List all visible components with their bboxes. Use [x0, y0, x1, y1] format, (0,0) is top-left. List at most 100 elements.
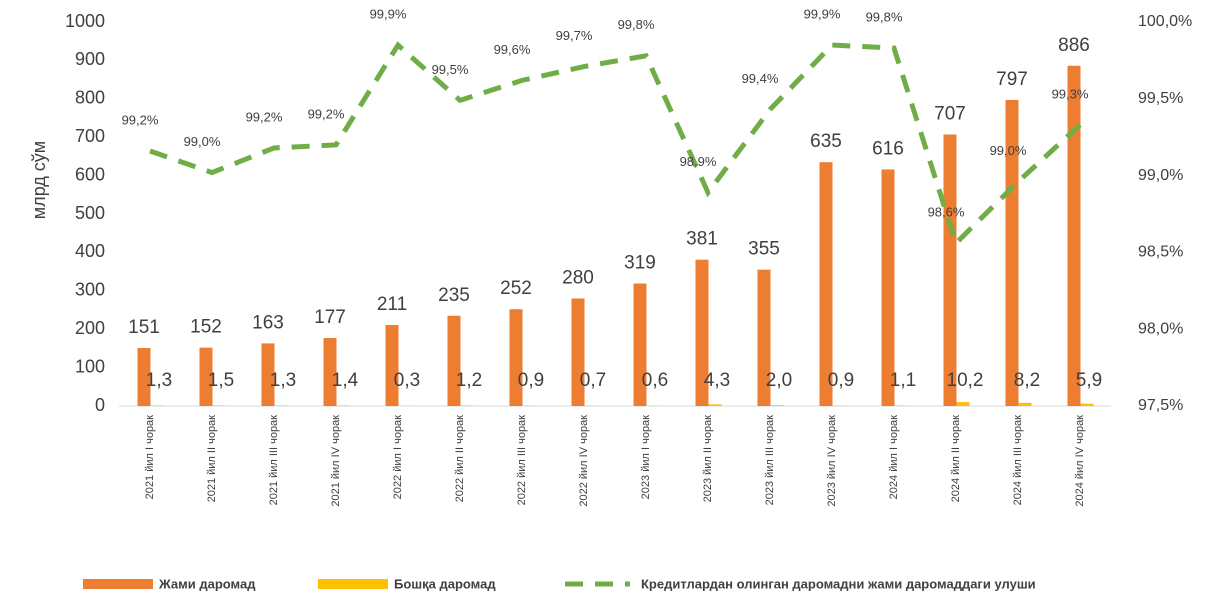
x-tick-label: 2023 йил III чорак: [764, 415, 776, 506]
data-label: 99,7%: [556, 28, 593, 43]
y-axis-label: млрд сўм: [29, 141, 49, 219]
data-label: 177: [314, 307, 346, 328]
data-label: 355: [748, 239, 780, 260]
data-label: 2,0: [766, 370, 792, 391]
data-label: 99,9%: [804, 6, 841, 21]
y-tick-label: 500: [75, 203, 105, 223]
bar: [510, 309, 523, 406]
data-label: 616: [872, 138, 904, 159]
data-label: 1,1: [890, 370, 916, 391]
data-label: 152: [190, 317, 222, 338]
data-label: 0,7: [580, 370, 606, 391]
y-tick-label: 0: [95, 395, 105, 415]
y2-tick-label: 99,0%: [1138, 167, 1183, 184]
data-label: 163: [252, 312, 284, 333]
x-tick-label: 2023 йил IV чорак: [826, 415, 838, 507]
x-tick-label: 2024 йил I чорак: [888, 415, 900, 499]
y2-tick-label: 97,5%: [1138, 397, 1183, 414]
y-tick-label: 100: [75, 356, 105, 376]
bar: [1081, 404, 1094, 406]
data-label: 1,3: [270, 370, 296, 391]
data-label: 4,3: [704, 370, 730, 391]
y2-tick-label: 100,0%: [1138, 13, 1192, 30]
data-label: 99,2%: [246, 109, 283, 124]
bar: [1019, 403, 1032, 406]
x-tick-label: 2022 йил IV чорак: [578, 415, 590, 507]
bar: [1068, 66, 1081, 406]
x-tick-label: 2023 йил I чорак: [640, 415, 652, 499]
data-label: 99,9%: [370, 6, 407, 21]
data-label: 99,5%: [432, 62, 469, 77]
y2-tick-label: 99,5%: [1138, 90, 1183, 107]
x-tick-label: 2024 йил IV чорак: [1074, 415, 1086, 507]
y2-tick-label: 98,5%: [1138, 244, 1183, 261]
bar: [709, 404, 722, 406]
legend-label: Кредитлардан олинган даромадни жами даро…: [641, 576, 1036, 591]
data-label: 1,2: [456, 370, 482, 391]
y-tick-label: 900: [75, 49, 105, 69]
data-label: 99,8%: [866, 10, 903, 25]
data-label: 99,4%: [742, 71, 779, 86]
data-label: 0,9: [518, 370, 544, 391]
y-tick-label: 400: [75, 241, 105, 261]
legend-label: Бошқа даромад: [394, 576, 496, 591]
x-tick-label: 2022 йил III чорак: [516, 415, 528, 506]
bar: [957, 402, 970, 406]
data-label: 1,5: [208, 370, 234, 391]
data-label: 99,3%: [1052, 86, 1089, 101]
data-label: 707: [934, 104, 966, 125]
legend-swatch: [83, 579, 153, 589]
bar: [944, 135, 957, 406]
data-label: 635: [810, 131, 842, 152]
x-tick-label: 2021 йил IV чорак: [330, 415, 342, 507]
data-label: 151: [128, 317, 160, 338]
data-label: 98,6%: [928, 205, 965, 220]
data-label: 235: [438, 285, 470, 306]
y-tick-label: 700: [75, 126, 105, 146]
data-label: 99,2%: [308, 106, 345, 121]
data-label: 211: [377, 294, 407, 315]
data-label: 10,2: [947, 370, 984, 391]
y-tick-label: 1000: [65, 11, 105, 31]
legend-label: Жами даромад: [158, 576, 256, 591]
data-label: 252: [500, 278, 532, 299]
bar: [448, 316, 461, 406]
data-label: 99,6%: [494, 42, 531, 57]
data-label: 319: [624, 253, 656, 274]
bar: [386, 325, 399, 406]
x-tick-label: 2021 йил II чорак: [206, 415, 218, 503]
x-tick-label: 2022 йил I чорак: [392, 415, 404, 499]
data-label: 1,3: [146, 370, 172, 391]
data-label: 0,9: [828, 370, 854, 391]
data-label: 0,6: [642, 370, 668, 391]
data-label: 5,9: [1076, 370, 1102, 391]
data-label: 8,2: [1014, 370, 1040, 391]
data-label: 99,0%: [990, 143, 1027, 158]
x-tick-label: 2021 йил III чорак: [268, 415, 280, 506]
bar: [213, 405, 226, 406]
bar: [337, 405, 350, 406]
data-label: 797: [996, 69, 1028, 90]
y-tick-label: 800: [75, 88, 105, 108]
y-tick-label: 600: [75, 164, 105, 184]
x-tick-label: 2021 йил I чорак: [144, 415, 156, 499]
y-tick-label: 300: [75, 280, 105, 300]
data-label: 886: [1058, 35, 1090, 56]
data-label: 280: [562, 267, 594, 288]
data-label: 381: [686, 229, 718, 250]
bar: [771, 405, 784, 406]
y2-tick-label: 98,0%: [1138, 320, 1183, 337]
data-label: 99,8%: [618, 17, 655, 32]
x-tick-label: 2024 йил III чорак: [1012, 415, 1024, 506]
data-label: 1,4: [332, 370, 359, 391]
data-label: 99,2%: [122, 112, 159, 127]
y-tick-label: 200: [75, 318, 105, 338]
data-label: 98,9%: [680, 154, 717, 169]
x-tick-label: 2024 йил II чорак: [950, 415, 962, 503]
x-tick-label: 2022 йил II чорак: [454, 415, 466, 503]
x-tick-label: 2023 йил II чорак: [702, 415, 714, 503]
data-label: 99,0%: [184, 134, 221, 149]
legend-swatch: [318, 579, 388, 589]
data-label: 0,3: [394, 370, 420, 391]
